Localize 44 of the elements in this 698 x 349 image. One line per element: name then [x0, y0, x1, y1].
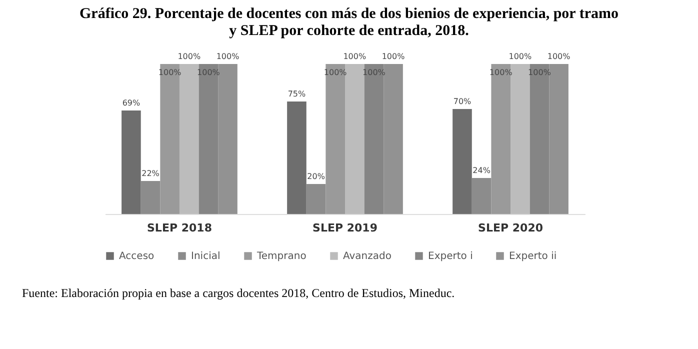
- data-label: 75%: [288, 90, 306, 98]
- legend-label: Experto i: [428, 251, 473, 262]
- data-label: 100%: [528, 68, 552, 77]
- bar: [218, 64, 238, 214]
- chart-title: Gráfico 29. Porcentaje de docentes con más de dos bienios de experiencia, por tramo y SLEP por cohorte de entrada, 2018.: [79, 6, 619, 40]
- data-label: 70%: [453, 97, 472, 106]
- data-label: 22%: [142, 169, 160, 178]
- bar: [530, 64, 550, 214]
- bar: [179, 64, 199, 214]
- legend-label: Temprano: [256, 251, 306, 262]
- bar: [452, 109, 472, 214]
- data-label: 100%: [178, 52, 201, 61]
- x-tick-label: SLEP 2019: [312, 222, 378, 234]
- data-label: 20%: [307, 172, 326, 181]
- data-label: 100%: [216, 52, 240, 61]
- data-label: 100%: [362, 68, 386, 77]
- bar: [472, 178, 492, 214]
- bar: [198, 64, 218, 214]
- data-label: 100%: [508, 52, 532, 61]
- bar: [306, 184, 326, 214]
- bar: [326, 64, 345, 214]
- legend-label: Avanzado: [343, 251, 392, 262]
- data-label: 69%: [122, 98, 140, 108]
- bar: [549, 64, 568, 214]
- bar: [345, 64, 364, 214]
- legend-label: Experto ii: [509, 251, 557, 262]
- data-label: 100%: [197, 68, 220, 77]
- data-label: 24%: [472, 166, 491, 175]
- bar: [510, 64, 530, 214]
- data-label: 100%: [382, 52, 406, 61]
- bar: [140, 181, 160, 214]
- legend-label: Inicial: [191, 251, 220, 262]
- bar: [287, 102, 306, 214]
- bar: [122, 110, 141, 214]
- x-tick-label: SLEP 2018: [147, 222, 212, 234]
- bar: [364, 64, 384, 214]
- bar: [491, 64, 511, 214]
- data-label: 100%: [343, 52, 366, 61]
- bar: [160, 64, 180, 214]
- data-label: 100%: [547, 52, 571, 61]
- bar: [384, 64, 403, 214]
- x-tick-label: SLEP 2020: [478, 222, 544, 234]
- legend-label: Acceso: [119, 251, 154, 262]
- source-note: Fuente: Elaboración propia en base a cargos docentes 2018, Centro de Estudios, Mineduc.: [22, 286, 456, 301]
